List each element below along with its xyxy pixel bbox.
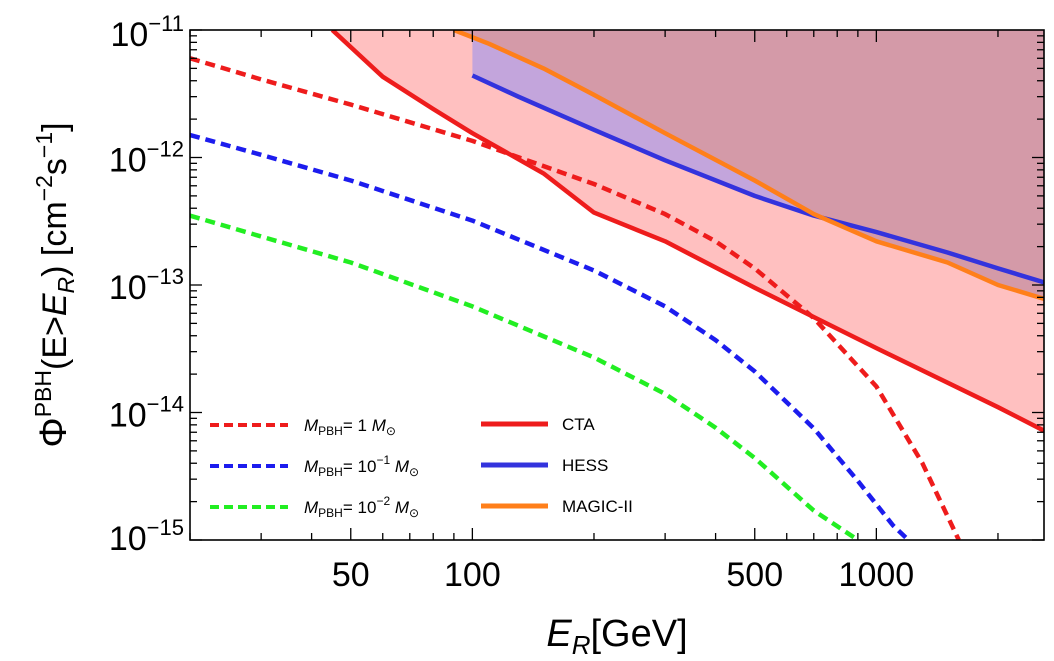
legend-label-mpbh-1: MPBH= 1 M⊙ [304, 416, 396, 438]
y-tick-label: 10−11 [110, 11, 184, 54]
y-tick-label: 10−12 [109, 137, 184, 180]
axis-ticks [189, 29, 1044, 541]
curves [190, 30, 1044, 540]
legend-label-magic-ii: MAGIC-II [562, 497, 633, 516]
y-tick-labels: 10−11 10−12 10−13 10−14 10−15 [109, 11, 184, 558]
legend-label-hess: HESS [562, 456, 608, 475]
series-line-magic-ii [453, 30, 1044, 301]
series-line-mpbh-2 [190, 213, 860, 540]
x-tick-label: 50 [332, 556, 370, 594]
y-tick-label: 10−13 [109, 264, 184, 307]
x-axis-label: ER[GeV] [546, 613, 687, 660]
x-tick-label: 1000 [839, 556, 915, 594]
x-tick-label: 500 [726, 556, 783, 594]
legend-label-mpbh-0-1: MPBH= 10−1 M⊙ [304, 453, 419, 479]
x-tick-labels: 50 100 500 1000 [332, 556, 914, 594]
y-tick-label: 10−14 [109, 392, 184, 435]
x-tick-label: 100 [444, 556, 501, 594]
y-axis-label: ΦPBH(E>ER) [cm−2s−1] [30, 122, 79, 447]
legend: MPBH= 1 M⊙ MPBH= 10−1 M⊙ MPBH= 10−2 M⊙ C… [210, 415, 633, 520]
series-line-hess [471, 73, 1044, 285]
series-line-cta [330, 30, 1044, 433]
y-tick-label: 10−15 [109, 515, 184, 558]
legend-label-mpbh-0-01: MPBH= 10−2 M⊙ [304, 494, 419, 520]
series-line-mpbh-0 [190, 56, 961, 540]
series-line-mpbh-1 [190, 132, 910, 540]
legend-label-cta: CTA [562, 415, 595, 434]
